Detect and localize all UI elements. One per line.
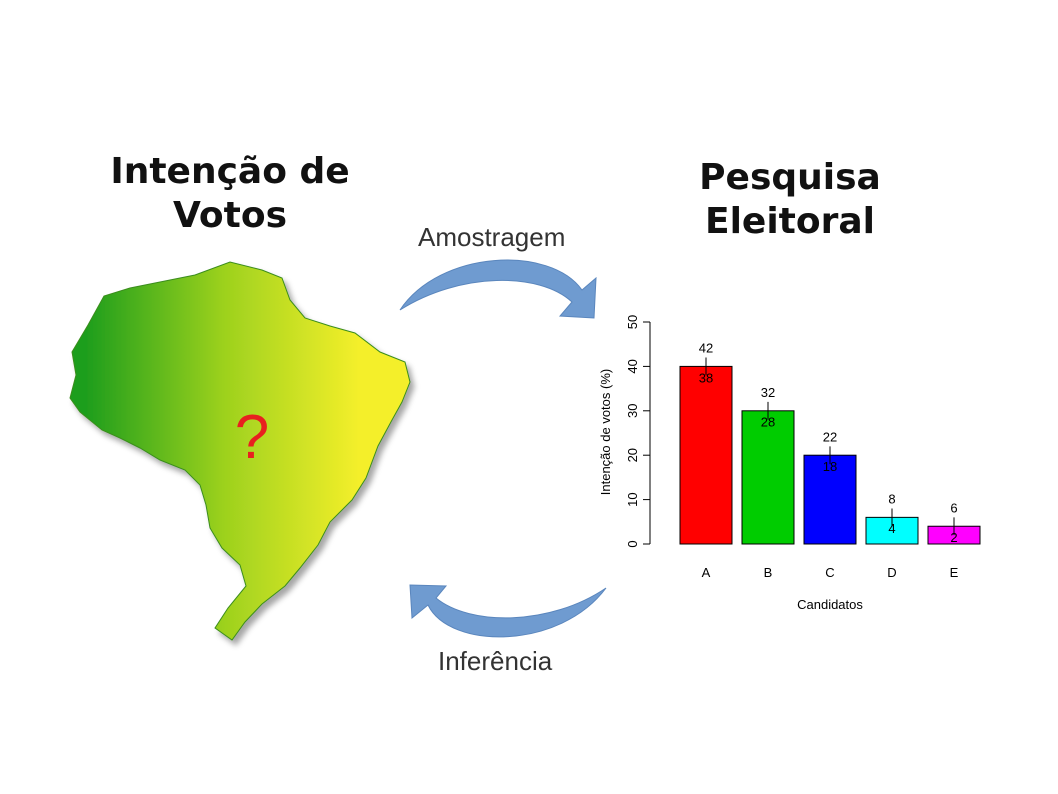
bar-chart: Intenção de votos (%) Candidatos 0 10 20 30… <box>598 315 980 612</box>
upper-label-C: 22 <box>823 429 837 444</box>
bar-A <box>680 366 732 544</box>
upper-label-D: 8 <box>888 491 895 506</box>
y-tick-label-1: 10 <box>625 492 640 506</box>
x-tick-label-A: A <box>702 565 711 580</box>
x-tick-label-D: D <box>887 565 896 580</box>
sampling-arrow <box>400 260 596 318</box>
bar-B <box>742 411 794 544</box>
lower-label-B: 28 <box>761 415 775 430</box>
y-tick-label-4: 40 <box>625 359 640 373</box>
lower-label-D: 4 <box>888 521 895 536</box>
x-axis-label: Candidatos <box>797 597 863 612</box>
y-tick-label-0: 0 <box>625 540 640 547</box>
x-tick-label-E: E <box>950 565 959 580</box>
upper-label-A: 42 <box>699 341 713 356</box>
question-mark: ? <box>235 403 269 472</box>
y-tick-label-2: 20 <box>625 448 640 462</box>
lower-label-C: 18 <box>823 459 837 474</box>
upper-label-E: 6 <box>950 500 957 515</box>
y-tick-label-3: 30 <box>625 404 640 418</box>
y-axis-label: Intenção de votos (%) <box>598 369 613 495</box>
x-tick-label-B: B <box>764 565 773 580</box>
lower-label-E: 2 <box>950 530 957 545</box>
y-tick-label-5: 50 <box>625 315 640 329</box>
inference-arrow <box>410 585 606 637</box>
x-tick-label-C: C <box>825 565 834 580</box>
lower-label-A: 38 <box>699 370 713 385</box>
upper-label-B: 32 <box>761 385 775 400</box>
